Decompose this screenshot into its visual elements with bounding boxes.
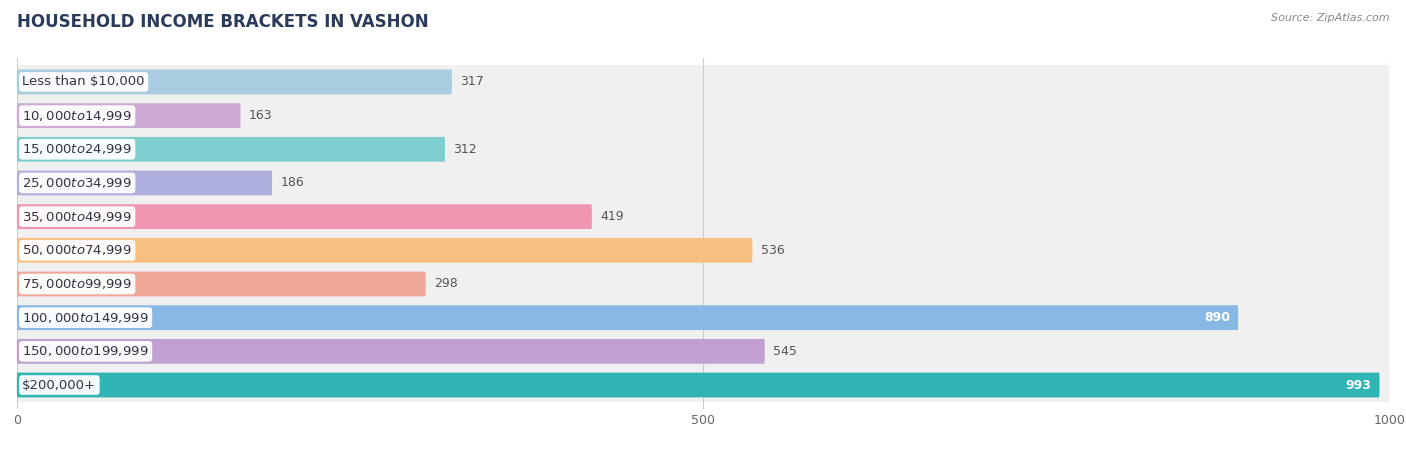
FancyBboxPatch shape	[14, 166, 1392, 200]
Text: $15,000 to $24,999: $15,000 to $24,999	[22, 142, 132, 156]
Text: 545: 545	[773, 345, 797, 358]
FancyBboxPatch shape	[17, 305, 1239, 330]
FancyBboxPatch shape	[14, 301, 1392, 335]
FancyBboxPatch shape	[17, 137, 446, 162]
FancyBboxPatch shape	[14, 99, 1392, 132]
Text: 186: 186	[280, 176, 304, 189]
FancyBboxPatch shape	[14, 335, 1392, 368]
Text: HOUSEHOLD INCOME BRACKETS IN VASHON: HOUSEHOLD INCOME BRACKETS IN VASHON	[17, 13, 429, 31]
Text: 163: 163	[249, 109, 273, 122]
Text: 993: 993	[1346, 379, 1371, 392]
FancyBboxPatch shape	[17, 339, 765, 364]
FancyBboxPatch shape	[14, 132, 1392, 166]
Text: 890: 890	[1204, 311, 1230, 324]
Text: $25,000 to $34,999: $25,000 to $34,999	[22, 176, 132, 190]
FancyBboxPatch shape	[14, 233, 1392, 267]
FancyBboxPatch shape	[14, 65, 1392, 99]
Text: Source: ZipAtlas.com: Source: ZipAtlas.com	[1271, 13, 1389, 23]
FancyBboxPatch shape	[17, 103, 240, 128]
FancyBboxPatch shape	[17, 171, 273, 195]
Text: 536: 536	[761, 244, 785, 257]
FancyBboxPatch shape	[17, 204, 592, 229]
Text: $75,000 to $99,999: $75,000 to $99,999	[22, 277, 132, 291]
Text: $50,000 to $74,999: $50,000 to $74,999	[22, 243, 132, 257]
FancyBboxPatch shape	[17, 272, 426, 296]
FancyBboxPatch shape	[17, 70, 451, 94]
FancyBboxPatch shape	[14, 267, 1392, 301]
Text: $35,000 to $49,999: $35,000 to $49,999	[22, 210, 132, 224]
FancyBboxPatch shape	[17, 373, 1379, 397]
Text: Less than $10,000: Less than $10,000	[22, 75, 145, 88]
Text: 298: 298	[434, 277, 458, 291]
Text: 312: 312	[453, 143, 477, 156]
Text: $10,000 to $14,999: $10,000 to $14,999	[22, 109, 132, 123]
Text: $200,000+: $200,000+	[22, 379, 97, 392]
Text: $100,000 to $149,999: $100,000 to $149,999	[22, 311, 149, 325]
FancyBboxPatch shape	[14, 368, 1392, 402]
Text: 317: 317	[460, 75, 484, 88]
FancyBboxPatch shape	[14, 200, 1392, 233]
Text: $150,000 to $199,999: $150,000 to $199,999	[22, 344, 149, 358]
Text: 419: 419	[600, 210, 624, 223]
FancyBboxPatch shape	[17, 238, 752, 263]
